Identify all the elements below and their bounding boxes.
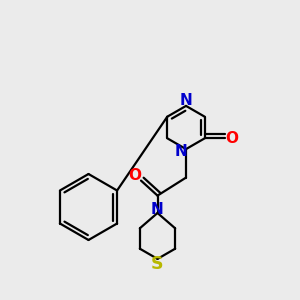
Text: O: O: [128, 168, 141, 183]
Text: N: N: [151, 202, 164, 217]
Text: O: O: [225, 131, 238, 146]
Text: N: N: [180, 93, 192, 108]
Text: S: S: [151, 255, 164, 273]
Text: N: N: [174, 144, 187, 159]
